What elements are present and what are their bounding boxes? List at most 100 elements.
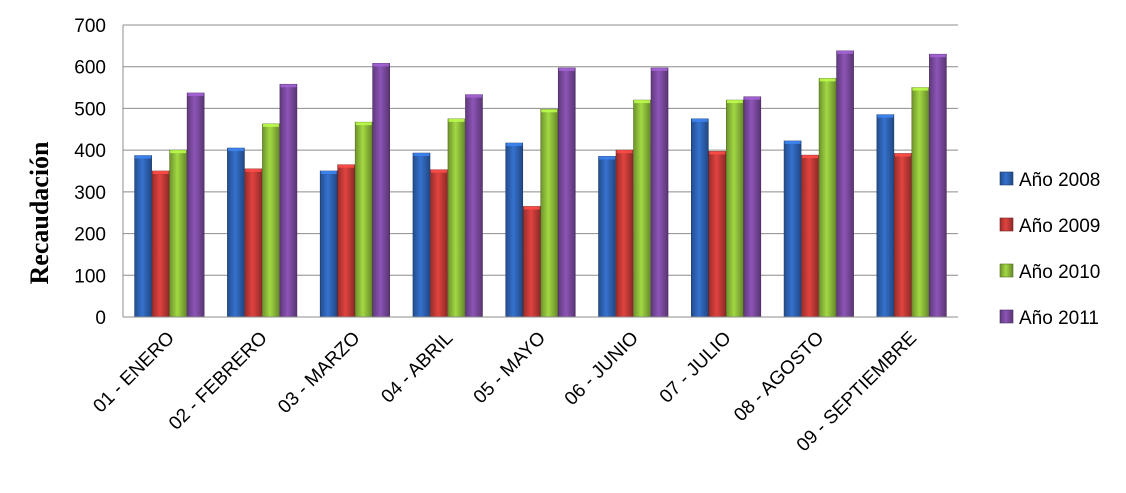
bar (615, 149, 634, 318)
bar-cap (726, 100, 743, 104)
bar-cap (170, 150, 187, 154)
x-tick-label: 06 - JUNIO (561, 328, 643, 410)
bar-cap (280, 84, 297, 88)
bar-cap (413, 153, 430, 157)
bar-cap (651, 67, 668, 71)
bar (522, 206, 541, 318)
bar (505, 142, 524, 318)
y-tick-label: 600 (74, 58, 106, 79)
legend-swatch (999, 171, 1014, 186)
bar (691, 118, 709, 318)
bar-cap (744, 96, 761, 100)
bar-cap (152, 171, 169, 174)
y-axis-ticks: 0 100 200 300 400 500 600 700 (74, 16, 106, 329)
bar (836, 50, 854, 318)
bar (783, 140, 802, 318)
x-tick-label: 03 - MARZO (274, 328, 364, 418)
bar-cap (599, 156, 616, 160)
bar-cap (558, 67, 575, 71)
bar-cap (819, 78, 836, 82)
bar (447, 118, 466, 318)
y-tick-label: 0 (95, 308, 106, 329)
bar (557, 67, 576, 318)
y-tick-label: 700 (74, 16, 106, 37)
bar (708, 151, 727, 318)
bar-cap (187, 92, 204, 96)
y-tick-label: 100 (74, 266, 106, 287)
bar (743, 96, 762, 318)
bar (633, 99, 651, 318)
bar (540, 108, 559, 318)
bar (319, 170, 338, 318)
bar (929, 53, 947, 318)
bar (279, 83, 298, 318)
x-tick-label: 05 - MAYO (470, 328, 550, 408)
bar-cap (691, 118, 708, 122)
bar-cap (465, 94, 482, 98)
y-tick-label: 400 (74, 141, 106, 162)
bar (412, 152, 431, 318)
bar (894, 153, 912, 318)
legend-swatch (999, 263, 1014, 278)
bar (372, 63, 390, 318)
bar-cap (929, 54, 946, 58)
bar-cap (262, 123, 279, 127)
bar (818, 78, 837, 318)
bar (262, 123, 280, 318)
bar (169, 149, 187, 318)
bar (876, 114, 895, 318)
bar (911, 87, 930, 318)
bar (134, 155, 152, 318)
bar-cap (523, 206, 540, 210)
x-tick-label: 08 - AGOSTO (730, 328, 828, 426)
bar (354, 121, 373, 318)
bar (598, 156, 616, 318)
legend: Año 2008 Año 2009 Año 2010 Año 2011 (999, 170, 1100, 329)
x-axis (122, 25, 958, 318)
bar-cap (912, 87, 929, 91)
bar-cap (355, 122, 372, 126)
bar (337, 164, 355, 318)
bar-cap (634, 100, 651, 104)
y-axis-label: Recaudación (25, 141, 54, 285)
legend-swatch (999, 217, 1014, 232)
bar-cap (448, 118, 465, 122)
bar-cap (894, 153, 911, 157)
bar (151, 170, 170, 318)
bar-cap (227, 148, 244, 152)
bar (227, 147, 245, 318)
bar-cap (877, 114, 894, 118)
bar (430, 169, 448, 318)
bar-cap (373, 63, 390, 67)
bar-cap (430, 169, 447, 173)
bar (726, 99, 744, 318)
legend-label: Año 2009 (1019, 216, 1100, 237)
legend-label: Año 2008 (1019, 170, 1100, 191)
legend-swatch (999, 309, 1014, 324)
x-tick-label: 02 - FEBRERO (165, 328, 272, 435)
bar-cap (784, 140, 801, 144)
y-tick-label: 300 (74, 183, 106, 204)
bar (465, 94, 483, 318)
bar-cap (135, 155, 152, 159)
y-tick-label: 200 (74, 225, 106, 246)
bar-cap (541, 109, 558, 113)
x-tick-label: 07 - JULIO (656, 328, 736, 408)
legend-label: Año 2011 (1019, 308, 1099, 329)
bar (186, 92, 205, 318)
bar (650, 67, 669, 318)
bars (134, 50, 947, 318)
bar-cap (709, 151, 726, 155)
bar-cap (320, 171, 337, 174)
bar (244, 168, 263, 318)
bar-cap (802, 155, 819, 159)
bar-cap (616, 150, 633, 154)
bar-cap (837, 50, 854, 54)
x-tick-label: 04 - ABRIL (377, 328, 457, 408)
bar-cap (338, 164, 355, 168)
y-tick-label: 500 (74, 99, 106, 120)
x-tick-label: 01 - ENERO (89, 328, 179, 418)
